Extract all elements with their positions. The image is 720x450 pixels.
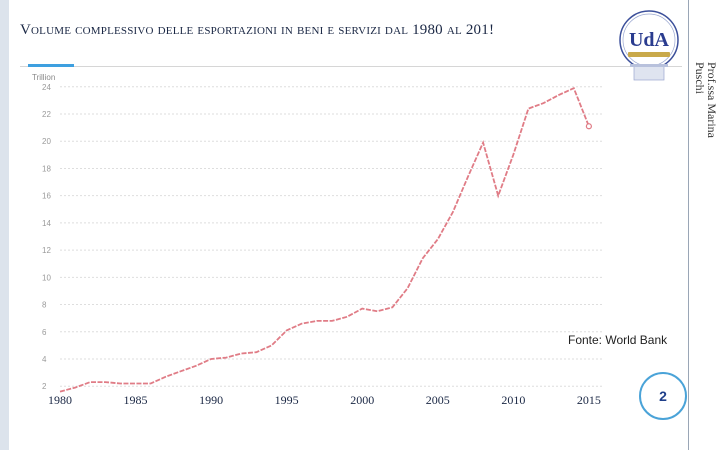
logo-lettering: UdA bbox=[629, 29, 670, 51]
y-tick-label-16: 16 bbox=[42, 192, 51, 201]
y-tick-label-24: 24 bbox=[42, 83, 51, 92]
y-tick-label-4: 4 bbox=[42, 355, 47, 364]
x-tick-label-1995: 1995 bbox=[275, 393, 299, 407]
university-logo-icon: UdA bbox=[619, 10, 679, 81]
y-tick-label-12: 12 bbox=[42, 246, 51, 255]
y-tick-label-20: 20 bbox=[42, 137, 51, 146]
series-line-0 bbox=[59, 86, 590, 393]
y-tick-label-2: 2 bbox=[42, 382, 47, 391]
x-tick-label-1980: 1980 bbox=[48, 393, 72, 407]
title-underline bbox=[20, 66, 682, 67]
slide-title: Volume complessivo delle esportazioni in… bbox=[20, 22, 495, 38]
x-tick-label-2005: 2005 bbox=[426, 393, 450, 407]
left-decorative-bar bbox=[0, 0, 9, 450]
x-tick-label-2000: 2000 bbox=[350, 393, 374, 407]
y-tick-label-14: 14 bbox=[42, 219, 51, 228]
x-tick-label-1985: 1985 bbox=[124, 393, 148, 407]
y-tick-label-6: 6 bbox=[42, 328, 47, 337]
x-tick-label-2015: 2015 bbox=[577, 393, 601, 407]
x-tick-label-2010: 2010 bbox=[501, 393, 525, 407]
right-divider bbox=[688, 0, 689, 450]
source-note: Fonte: World Bank bbox=[568, 333, 668, 347]
series-end-point bbox=[585, 123, 592, 130]
y-tick-label-8: 8 bbox=[42, 301, 47, 310]
y-tick-label-22: 22 bbox=[42, 110, 51, 119]
page-number: 2 bbox=[659, 388, 667, 404]
y-tick-label-18: 18 bbox=[42, 164, 51, 173]
x-tick-label-1990: 1990 bbox=[199, 393, 223, 407]
page-number-badge: 2 bbox=[639, 372, 687, 420]
author-vertical-label: Prof.ssa Marina Puschi bbox=[693, 62, 719, 138]
units-label: Trillion bbox=[32, 73, 56, 82]
title-accent-bar bbox=[28, 64, 74, 67]
y-tick-label-10: 10 bbox=[42, 273, 51, 282]
right-strip bbox=[689, 0, 720, 450]
